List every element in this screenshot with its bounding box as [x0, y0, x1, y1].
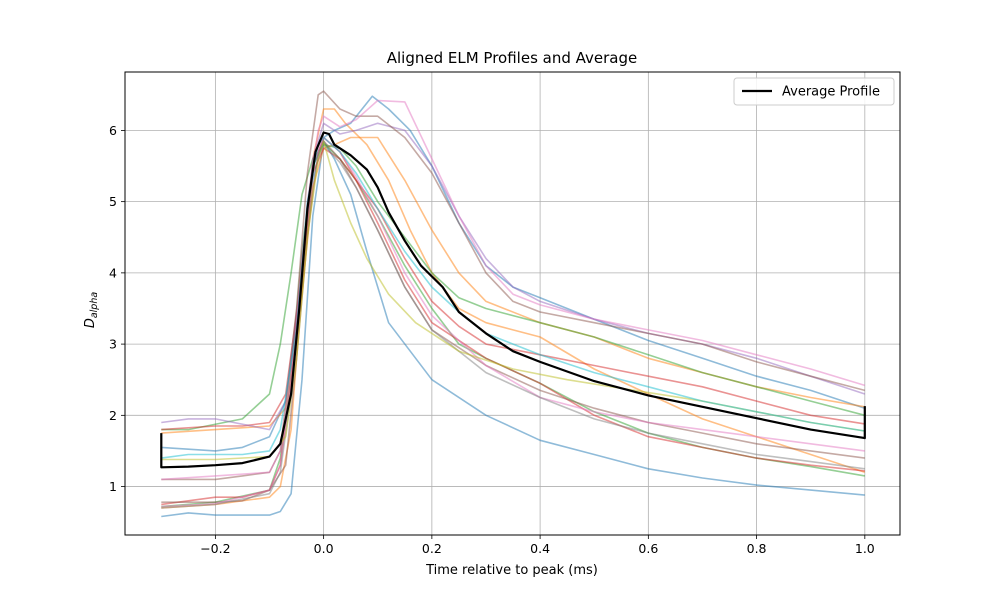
- x-tick-label: 0.0: [314, 541, 334, 556]
- y-axis-ticks: 1 2 3 4 5 6: [109, 123, 125, 494]
- profile-line-profile-15: [161, 140, 865, 461]
- y-axis-label-sub: alpha: [89, 292, 100, 319]
- profile-line-profile-05: [161, 143, 866, 431]
- profile-line-profile-16: [161, 136, 865, 459]
- plot-frame: [124, 71, 901, 536]
- x-axis-label: Time relative to peak (ms): [425, 563, 598, 578]
- y-axis-label-main: D: [83, 318, 98, 328]
- y-tick-label: 3: [109, 337, 117, 352]
- y-tick-label: 2: [109, 408, 117, 423]
- profile-line-profile-14: [161, 143, 865, 509]
- profile-line-profile-01: [161, 140, 865, 518]
- legend: Average Profile: [733, 77, 895, 106]
- x-tick-label: 0.4: [530, 541, 550, 556]
- profile-lines: [161, 90, 866, 518]
- x-tick-label: 0.2: [422, 541, 442, 556]
- average-profile-layer: [160, 131, 866, 469]
- x-axis-ticks: −0.2 0.0 0.2 0.4 0.6 0.8 1.0: [200, 535, 875, 556]
- y-tick-label: 6: [109, 123, 117, 138]
- average-profile-line: [160, 131, 866, 469]
- profile-line-profile-12: [161, 99, 866, 481]
- y-axis-label: Dalpha: [83, 292, 100, 329]
- y-tick-label: 1: [109, 479, 117, 494]
- y-tick-label: 4: [109, 265, 117, 280]
- x-tick-label: 1.0: [855, 541, 875, 556]
- legend-label-average: Average Profile: [782, 85, 880, 100]
- profile-line-profile-07: [161, 147, 865, 431]
- y-tick-label: 5: [109, 194, 117, 209]
- x-tick-label: 0.6: [638, 541, 658, 556]
- x-tick-label: −0.2: [200, 541, 230, 556]
- chart-title: Aligned ELM Profiles and Average: [387, 49, 638, 67]
- legend-box: [733, 77, 895, 106]
- x-tick-label: 0.8: [747, 541, 767, 556]
